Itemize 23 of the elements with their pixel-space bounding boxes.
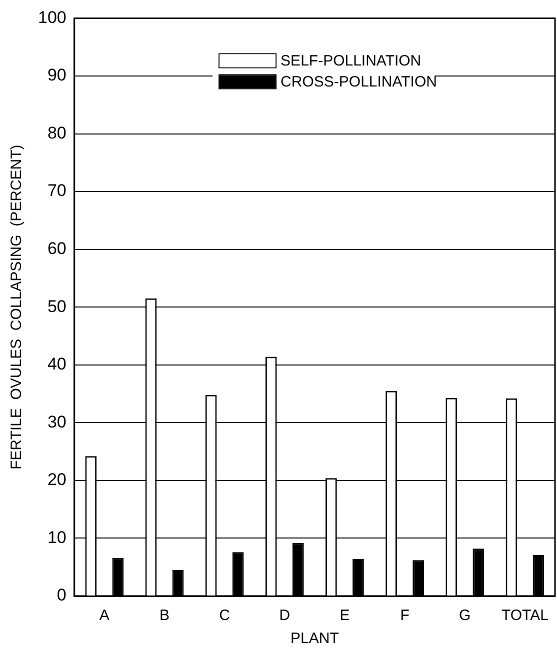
x-tick-label: TOTAL — [501, 607, 548, 624]
x-tick-label: F — [400, 607, 410, 624]
legend-label: SELF-POLLINATION — [280, 52, 422, 70]
y-tick-label: 60 — [47, 239, 66, 258]
x-tick-label: D — [279, 607, 290, 624]
y-tick-label: 10 — [47, 528, 66, 547]
y-tick-label: 0 — [56, 586, 66, 605]
x-tick-label: G — [459, 607, 471, 624]
legend-label: CROSS-POLLINATION — [280, 73, 437, 90]
y-tick-label: 30 — [47, 412, 66, 432]
y-tick-label: 40 — [47, 354, 66, 374]
x-tick-label: E — [340, 607, 350, 624]
y-axis-title: FERTILE OVULES COLLAPSING (PERCENT) — [8, 144, 26, 470]
x-tick-label: A — [99, 607, 110, 624]
y-tick-label: 80 — [47, 123, 66, 142]
y-tick-label: 70 — [47, 181, 66, 200]
y-tick-label: 100 — [38, 8, 66, 27]
y-tick-label: 20 — [47, 470, 66, 490]
y-tick-label: 90 — [47, 66, 66, 85]
x-axis-title: PLANT — [290, 630, 339, 648]
x-tick-label: B — [159, 607, 170, 624]
x-tick-label: C — [219, 607, 230, 624]
y-tick-label: 50 — [47, 296, 66, 316]
